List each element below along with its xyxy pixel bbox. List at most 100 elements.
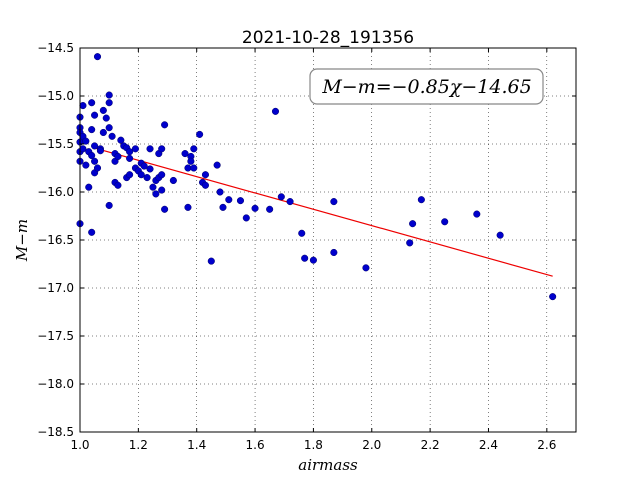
y-tick-label: −18.5 (37, 425, 74, 439)
data-point (330, 198, 338, 206)
data-point (137, 171, 145, 179)
y-tick-label: −14.5 (37, 41, 74, 55)
chart-title: 2021-10-28_191356 (242, 28, 414, 48)
data-point (79, 145, 87, 153)
data-point (219, 203, 227, 211)
data-point (286, 198, 294, 206)
ticks: 1.0 1.2 1.4 1.6 1.8 2.0 2.2 2.4 2.6 −14.5 −15.0 −15… (37, 41, 576, 452)
y-tick-label: −15.0 (37, 89, 74, 103)
fit-line (94, 147, 553, 277)
data-point (158, 186, 166, 194)
data-point (82, 161, 90, 169)
data-point (88, 126, 96, 134)
data-point (102, 114, 110, 122)
x-tick-label: 2.4 (479, 438, 498, 452)
data-point (417, 196, 425, 204)
data-point (131, 145, 139, 153)
data-point (143, 174, 151, 182)
data-point (82, 137, 90, 145)
data-point (213, 161, 221, 169)
data-point (93, 164, 102, 172)
data-point (549, 293, 557, 301)
data-point (201, 181, 210, 189)
data-point (117, 136, 125, 144)
data-point (99, 106, 107, 114)
data-point (277, 193, 285, 201)
x-tick-label: 2.2 (421, 438, 440, 452)
y-tick-label: −15.5 (37, 137, 74, 151)
data-point (406, 239, 414, 247)
data-point (158, 145, 166, 153)
x-tick-label: 1.6 (246, 438, 265, 452)
data-point (85, 183, 93, 191)
data-point (88, 151, 96, 160)
legend-box: M−m=−0.85χ−14.65 (309, 68, 544, 105)
x-tick-label: 1.2 (129, 438, 148, 452)
x-axis-label: airmass (298, 456, 358, 474)
data-point (152, 190, 160, 198)
y-tick-label: −17.0 (37, 281, 74, 295)
data-point (114, 181, 122, 189)
data-point (146, 165, 154, 173)
data-point (140, 162, 148, 170)
data-point (441, 218, 449, 226)
data-point (496, 231, 504, 239)
data-point (225, 196, 233, 204)
data-point (105, 201, 113, 209)
x-tick-label: 1.4 (187, 438, 206, 452)
data-point (207, 257, 215, 265)
data-point (201, 171, 210, 179)
data-point (91, 157, 99, 165)
data-point (161, 205, 169, 213)
data-point (91, 142, 99, 150)
data-point (161, 121, 169, 129)
fit-equation: M−m=−0.85χ−14.65 (321, 76, 531, 98)
data-point (105, 91, 113, 99)
data-point (126, 154, 134, 162)
data-point (96, 147, 104, 155)
data-point (330, 248, 338, 257)
data-point (88, 99, 96, 107)
data-point (105, 99, 113, 107)
data-point (79, 102, 87, 110)
data-point (266, 205, 274, 213)
data-point (473, 210, 481, 218)
data-point (146, 145, 154, 153)
data-point (309, 256, 317, 264)
data-point (298, 229, 306, 237)
legend-frame (309, 68, 544, 105)
data-point (271, 107, 280, 115)
data-point (242, 214, 250, 222)
data-point (126, 148, 134, 156)
data-point (187, 157, 195, 165)
data-point (126, 171, 134, 179)
data-point (236, 197, 245, 205)
y-axis-label: M−m (13, 219, 31, 262)
data-point (301, 254, 309, 262)
x-tick-label: 1.0 (70, 438, 89, 452)
y-tick-label: −17.5 (37, 329, 74, 343)
points-layer (76, 53, 557, 301)
x-tick-label: 2.0 (362, 438, 381, 452)
x-tick-label: 2.6 (537, 438, 556, 452)
y-tick-label: −18.0 (37, 377, 74, 391)
data-point (190, 164, 198, 172)
data-point (158, 171, 166, 179)
data-point (181, 150, 189, 158)
data-point (216, 188, 224, 196)
fit-layer (94, 147, 553, 277)
data-point (251, 204, 259, 212)
data-point (190, 145, 198, 153)
data-point (105, 124, 113, 132)
data-point (114, 152, 122, 161)
data-point (362, 264, 370, 272)
data-point (409, 220, 417, 228)
data-point (184, 203, 192, 211)
y-tick-label: −16.0 (37, 185, 74, 199)
data-point (149, 183, 157, 191)
data-point (91, 111, 99, 119)
data-point (169, 176, 177, 185)
data-point (99, 128, 107, 137)
data-point (196, 130, 204, 138)
